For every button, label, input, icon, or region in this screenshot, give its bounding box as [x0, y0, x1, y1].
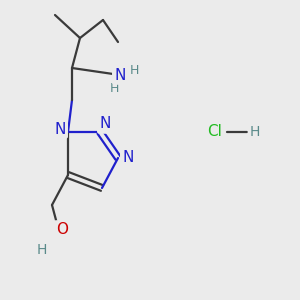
Text: N: N [122, 151, 134, 166]
Text: H: H [109, 82, 119, 95]
Text: N: N [114, 68, 126, 82]
Text: O: O [56, 223, 68, 238]
Text: N: N [99, 116, 111, 131]
Text: H: H [129, 64, 139, 76]
Text: N: N [54, 122, 66, 136]
Text: H: H [250, 125, 260, 139]
Text: Cl: Cl [208, 124, 222, 140]
Text: H: H [37, 243, 47, 257]
